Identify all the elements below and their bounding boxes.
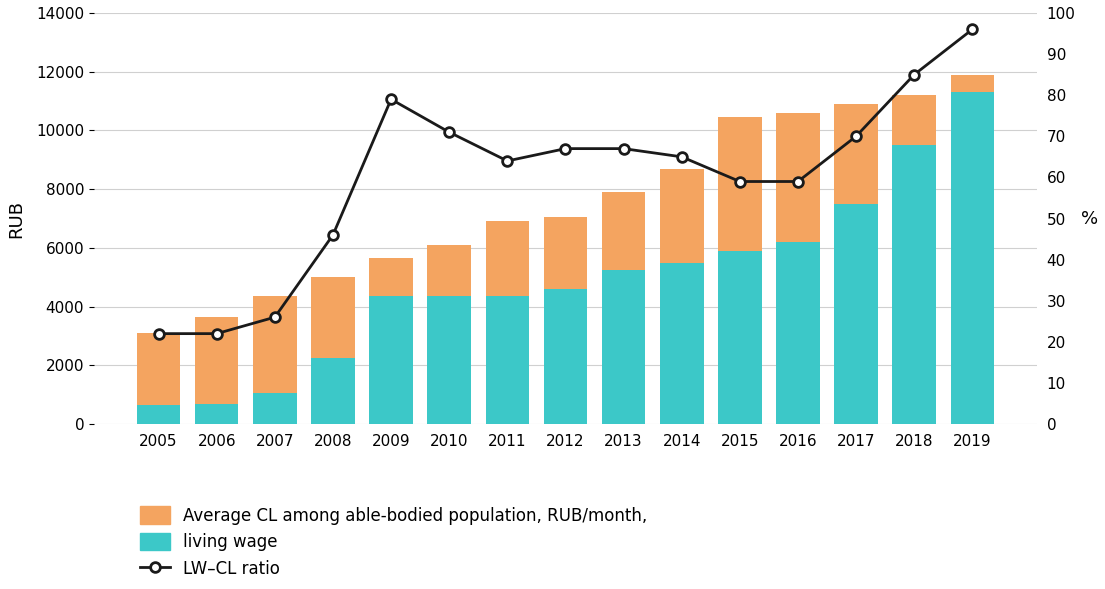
Legend: Average CL among able-bodied population, RUB/month,, living wage, LW–CL ratio: Average CL among able-bodied population,… [140,507,648,578]
Bar [369,296,413,424]
Bar [312,277,355,424]
Y-axis label: %: % [1081,210,1098,227]
Bar [428,245,471,424]
Bar [718,251,761,424]
Bar [137,333,180,424]
Bar [544,289,587,424]
Bar [428,296,471,424]
Bar [194,403,239,424]
Bar [893,95,936,424]
Y-axis label: RUB: RUB [7,200,25,237]
Bar [834,204,877,424]
Bar [893,145,936,424]
Bar [253,393,296,424]
Bar [253,296,296,424]
Bar [137,405,180,424]
Bar [834,104,877,424]
Bar [602,192,645,424]
Bar [660,168,704,424]
Bar [950,75,994,424]
Bar [369,258,413,424]
Bar [312,358,355,424]
Bar [485,296,529,424]
Bar [950,92,994,424]
Bar [718,117,761,424]
Bar [776,242,820,424]
Bar [544,217,587,424]
Bar [194,317,239,424]
Bar [660,263,704,424]
Bar [485,221,529,424]
Bar [602,270,645,424]
Bar [776,112,820,424]
